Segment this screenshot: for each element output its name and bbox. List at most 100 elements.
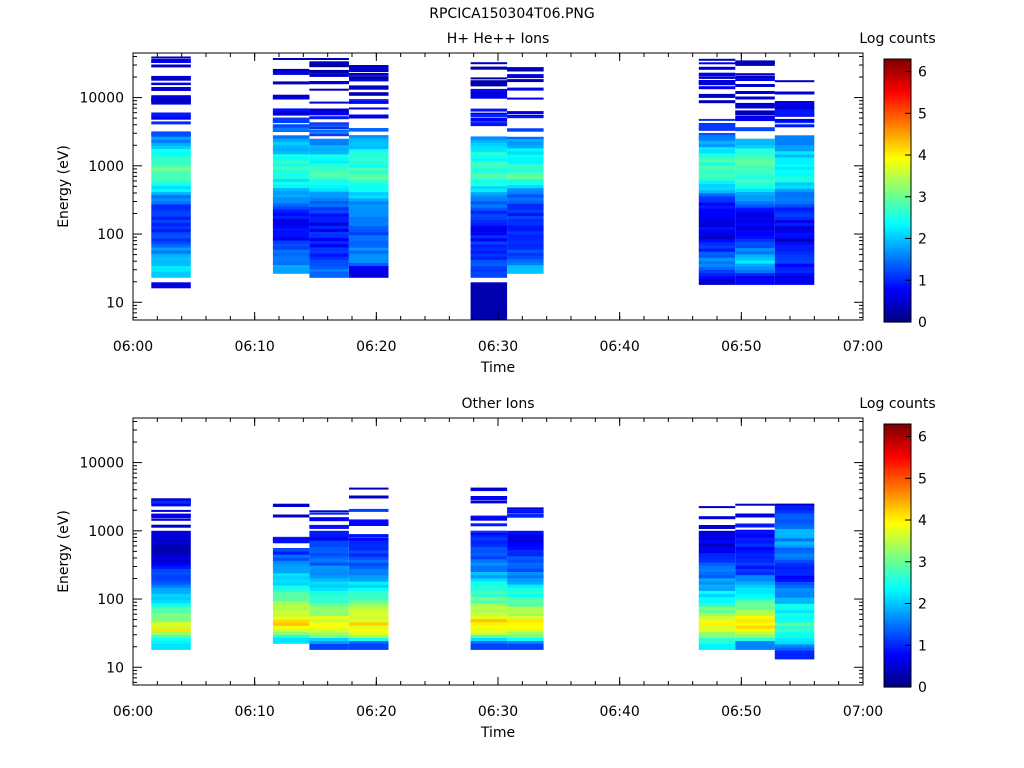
energy-bin [774, 597, 815, 601]
energy-bin [272, 144, 310, 148]
energy-bin [272, 166, 310, 170]
colorbar-segment [884, 467, 911, 471]
x-tick-label: 07:00 [843, 704, 883, 720]
energy-bin [309, 549, 349, 554]
energy-bin [698, 625, 736, 629]
colorbar-tick-label: 2 [918, 597, 927, 613]
x-tick-label: 06:20 [356, 339, 396, 355]
energy-bin [309, 151, 349, 155]
colorbar-segment [884, 535, 911, 539]
colorbar-segment [884, 638, 911, 642]
energy-bin [272, 261, 310, 266]
x-tick-label: 06:50 [721, 339, 761, 355]
energy-bin [151, 157, 191, 162]
energy-bin [470, 139, 508, 143]
energy-bin [272, 588, 310, 592]
colorbar-segment [884, 450, 911, 454]
colorbar-segment [884, 470, 911, 473]
energy-bin [507, 559, 544, 563]
colorbar-segment [884, 445, 911, 449]
energy-bin [698, 155, 736, 160]
energy-bin [507, 116, 544, 119]
energy-bin [470, 151, 508, 156]
energy-bin [735, 238, 775, 242]
energy-bin [470, 154, 508, 159]
energy-bin [309, 631, 349, 635]
energy-bin [774, 216, 815, 220]
energy-bin [272, 117, 310, 120]
energy-bin [774, 200, 815, 205]
energy-bin [272, 209, 310, 213]
energy-bin [151, 637, 191, 642]
energy-bin [151, 148, 191, 153]
colorbar-segment [884, 289, 911, 292]
energy-bin [349, 535, 389, 538]
energy-bin [309, 240, 349, 245]
energy-bin [698, 643, 736, 650]
energy-bin [349, 593, 389, 598]
energy-bin [774, 253, 815, 258]
energy-bin [309, 228, 349, 232]
energy-bin [774, 204, 815, 208]
energy-bin [151, 259, 191, 263]
colorbar-segment [884, 72, 911, 75]
spectrogram-column [735, 60, 775, 285]
energy-bin [470, 176, 508, 180]
energy-bin [151, 628, 191, 632]
energy-bin [349, 581, 389, 585]
energy-bin [309, 643, 349, 650]
colorbar-segment [884, 522, 911, 526]
energy-bin [272, 240, 310, 244]
energy-bin [151, 271, 191, 278]
energy-bin [470, 96, 508, 99]
spectrogram-column [349, 487, 389, 650]
energy-bin [151, 555, 191, 560]
energy-bin [309, 618, 349, 623]
energy-bin [470, 640, 508, 645]
colorbar-segment [884, 131, 911, 135]
colorbar-segment [884, 505, 911, 508]
energy-bin [309, 565, 349, 569]
energy-bin [735, 513, 775, 518]
energy-bin [349, 78, 389, 82]
colorbar-segment [884, 632, 911, 635]
y-tick-label: 100 [97, 592, 124, 608]
energy-bin [774, 124, 815, 128]
energy-bin [151, 612, 191, 616]
energy-bin [309, 88, 349, 91]
energy-bin [470, 247, 508, 251]
energy-bin [774, 250, 815, 255]
energy-bin [735, 207, 775, 211]
energy-bin [698, 232, 736, 237]
energy-bin [735, 543, 775, 547]
energy-bin [309, 157, 349, 161]
colorbar-segment [884, 67, 911, 71]
energy-bin [774, 207, 815, 211]
energy-bin [151, 139, 191, 143]
energy-bin [735, 584, 775, 588]
colorbar-segment [884, 151, 911, 154]
energy-bin [349, 222, 389, 226]
energy-bin [507, 129, 544, 132]
energy-bin [349, 65, 389, 67]
energy-bin [151, 514, 191, 519]
energy-bin [698, 211, 736, 215]
energy-bin [507, 163, 544, 167]
energy-bin [735, 549, 775, 554]
energy-bin [735, 77, 775, 81]
energy-bin [272, 135, 310, 139]
energy-bin [774, 106, 815, 110]
energy-bin [272, 193, 310, 198]
energy-bin [774, 222, 815, 227]
colorbar-tick-label: 6 [918, 65, 927, 81]
energy-bin [735, 269, 775, 274]
colorbar-segment [884, 465, 911, 469]
colorbar-segment [884, 551, 911, 554]
energy-bin [507, 187, 544, 192]
energy-bin [272, 637, 310, 644]
energy-bin [698, 269, 736, 274]
spectrogram-column [272, 58, 310, 274]
energy-bin [272, 94, 310, 99]
energy-bin [774, 534, 815, 539]
energy-bin [272, 117, 310, 122]
